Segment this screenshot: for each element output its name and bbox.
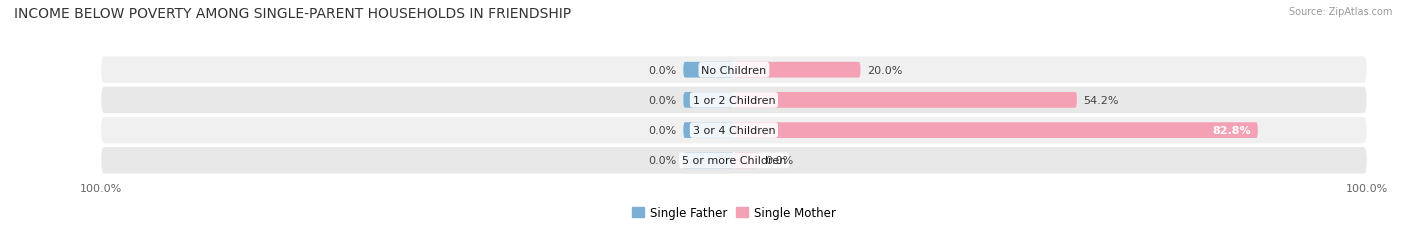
Text: No Children: No Children bbox=[702, 65, 766, 75]
FancyBboxPatch shape bbox=[734, 93, 1077, 108]
Text: 0.0%: 0.0% bbox=[648, 95, 678, 105]
FancyBboxPatch shape bbox=[683, 63, 734, 78]
Text: 20.0%: 20.0% bbox=[866, 65, 903, 75]
FancyBboxPatch shape bbox=[734, 63, 860, 78]
Text: 3 or 4 Children: 3 or 4 Children bbox=[693, 126, 775, 136]
Text: Source: ZipAtlas.com: Source: ZipAtlas.com bbox=[1288, 7, 1392, 17]
Legend: Single Father, Single Mother: Single Father, Single Mother bbox=[627, 201, 841, 223]
FancyBboxPatch shape bbox=[101, 117, 1367, 144]
Text: 54.2%: 54.2% bbox=[1083, 95, 1119, 105]
FancyBboxPatch shape bbox=[683, 123, 734, 138]
Text: 0.0%: 0.0% bbox=[765, 156, 794, 166]
FancyBboxPatch shape bbox=[683, 93, 734, 108]
FancyBboxPatch shape bbox=[683, 153, 734, 168]
FancyBboxPatch shape bbox=[734, 153, 759, 168]
FancyBboxPatch shape bbox=[101, 57, 1367, 84]
Text: INCOME BELOW POVERTY AMONG SINGLE-PARENT HOUSEHOLDS IN FRIENDSHIP: INCOME BELOW POVERTY AMONG SINGLE-PARENT… bbox=[14, 7, 571, 21]
Text: 82.8%: 82.8% bbox=[1213, 126, 1251, 136]
Text: 0.0%: 0.0% bbox=[648, 126, 678, 136]
Text: 0.0%: 0.0% bbox=[648, 65, 678, 75]
FancyBboxPatch shape bbox=[101, 147, 1367, 174]
FancyBboxPatch shape bbox=[101, 87, 1367, 114]
Text: 1 or 2 Children: 1 or 2 Children bbox=[693, 95, 775, 105]
Text: 5 or more Children: 5 or more Children bbox=[682, 156, 786, 166]
FancyBboxPatch shape bbox=[734, 123, 1258, 138]
Text: 0.0%: 0.0% bbox=[648, 156, 678, 166]
